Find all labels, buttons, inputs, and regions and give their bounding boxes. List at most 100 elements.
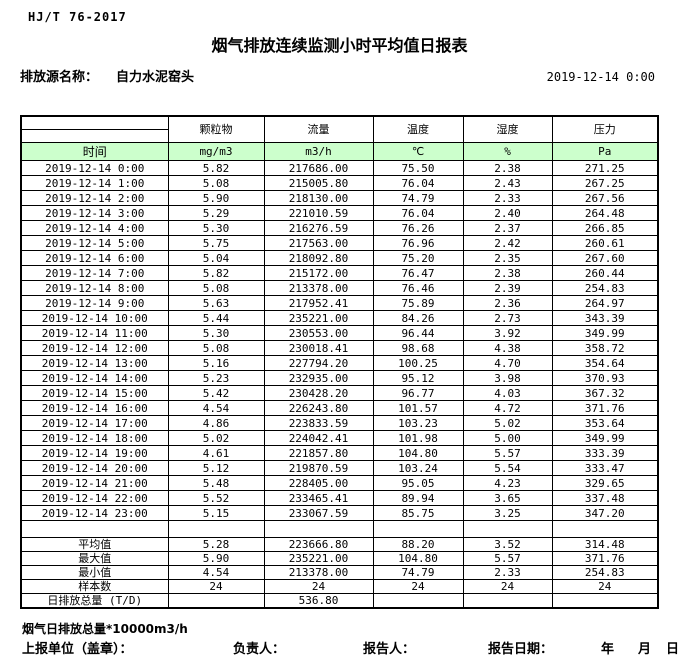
value-cell: 233465.41 xyxy=(263,490,374,506)
value-cell: 230553.00 xyxy=(263,325,374,341)
summary-row: 日排放总量 (T/D) 536.80 xyxy=(20,593,659,609)
table-row: 2019-12-14 6:00 5.04 218092.80 75.20 2.35 267… xyxy=(20,250,659,266)
day-label: 日 xyxy=(666,642,679,657)
column-header-flow: 流量 xyxy=(263,115,374,143)
row-label-cell: 2019-12-14 21:00 xyxy=(20,475,169,491)
standard-code: HJ/T 76-2017 xyxy=(28,10,127,24)
summary-row: 最大值 5.90 235221.00 104.80 5.57 371.76 xyxy=(20,551,659,566)
value-cell: 98.68 xyxy=(372,340,464,356)
value-cell: 2.42 xyxy=(462,235,553,251)
value-cell: 5.08 xyxy=(167,280,265,296)
value-cell xyxy=(551,520,659,538)
responsible-person-label: 负责人： xyxy=(233,642,286,657)
value-cell: 76.04 xyxy=(372,205,464,221)
value-cell: 221010.59 xyxy=(263,205,374,221)
value-cell: 3.65 xyxy=(462,490,553,506)
header-corner-top-cell xyxy=(20,115,169,130)
report-unit-label: 上报单位（盖章）： xyxy=(22,642,133,657)
unit-header-mg-m3: mg/m3 xyxy=(167,142,265,161)
table-row: 2019-12-14 20:00 5.12 219870.59 103.24 5.54 3… xyxy=(20,460,659,476)
value-cell: 217952.41 xyxy=(263,295,374,311)
value-cell: 5.48 xyxy=(167,475,265,491)
page-title: 烟气排放连续监测小时平均值日报表 xyxy=(211,36,468,55)
column-header-time: 时间 xyxy=(20,142,169,161)
value-cell: 95.05 xyxy=(372,475,464,491)
column-header-temperature: 温度 xyxy=(372,115,464,143)
table-row: 2019-12-14 23:00 5.15 233067.59 85.75 3.25 34… xyxy=(20,505,659,521)
value-cell: 4.03 xyxy=(462,385,553,401)
value-cell: 5.44 xyxy=(167,310,265,326)
value-cell: 74.79 xyxy=(372,190,464,206)
value-cell: 230018.41 xyxy=(263,340,374,356)
table-row: 2019-12-14 11:00 5.30 230553.00 96.44 3.92 34… xyxy=(20,325,659,341)
value-cell: 96.44 xyxy=(372,325,464,341)
value-cell: 2.38 xyxy=(462,160,553,176)
value-cell: 2.35 xyxy=(462,250,553,266)
table-row: 2019-12-14 9:00 5.63 217952.41 75.89 2.36 264… xyxy=(20,295,659,311)
table-row: 2019-12-14 22:00 5.52 233465.41 89.94 3.65 33… xyxy=(20,490,659,506)
value-cell: 5.29 xyxy=(167,205,265,221)
value-cell: 3.25 xyxy=(462,505,553,521)
header-corner-bottom-cell xyxy=(20,129,169,143)
value-cell: 221857.80 xyxy=(263,445,374,461)
value-cell: 353.64 xyxy=(551,415,659,431)
column-header-particulate: 颗粒物 xyxy=(167,115,265,143)
unit-header-celsius: ℃ xyxy=(372,142,464,161)
value-cell: 104.80 xyxy=(372,551,464,566)
value-cell: 101.98 xyxy=(372,430,464,446)
row-label-cell: 2019-12-14 3:00 xyxy=(20,205,169,221)
value-cell: 84.26 xyxy=(372,310,464,326)
value-cell: 370.93 xyxy=(551,370,659,386)
value-cell: 347.20 xyxy=(551,505,659,521)
value-cell: 100.25 xyxy=(372,355,464,371)
value-cell: 329.65 xyxy=(551,475,659,491)
value-cell: 4.70 xyxy=(462,355,553,371)
value-cell: 254.83 xyxy=(551,280,659,296)
value-cell xyxy=(462,520,553,538)
value-cell: 230428.20 xyxy=(263,385,374,401)
value-cell: 358.72 xyxy=(551,340,659,356)
value-cell: 75.20 xyxy=(372,250,464,266)
row-label-cell: 日排放总量 (T/D) xyxy=(20,593,169,609)
row-label-cell: 最小值 xyxy=(20,565,169,580)
month-label: 月 xyxy=(638,642,652,657)
row-label-cell: 2019-12-14 23:00 xyxy=(20,505,169,521)
value-cell: 5.12 xyxy=(167,460,265,476)
value-cell: 4.38 xyxy=(462,340,553,356)
row-label-cell: 2019-12-14 10:00 xyxy=(20,310,169,326)
table-row: 2019-12-14 16:00 4.54 226243.80 101.57 4.72 3… xyxy=(20,400,659,416)
row-label-cell: 2019-12-14 4:00 xyxy=(20,220,169,236)
value-cell xyxy=(263,520,374,538)
value-cell: 216276.59 xyxy=(263,220,374,236)
row-label-cell: 2019-12-14 12:00 xyxy=(20,340,169,356)
row-label-cell: 2019-12-14 1:00 xyxy=(20,175,169,191)
value-cell: 5.08 xyxy=(167,175,265,191)
value-cell: 215172.00 xyxy=(263,265,374,281)
value-cell: 5.28 xyxy=(167,537,265,552)
value-cell: 5.16 xyxy=(167,355,265,371)
value-cell: 96.77 xyxy=(372,385,464,401)
summary-row: 最小值 4.54 213378.00 74.79 2.33 254.83 xyxy=(20,565,659,580)
table-row: 2019-12-14 8:00 5.08 213378.00 76.46 2.39 254… xyxy=(20,280,659,296)
value-cell: 24 xyxy=(462,579,553,594)
value-cell: 2.37 xyxy=(462,220,553,236)
value-cell: 5.42 xyxy=(167,385,265,401)
row-label-cell: 2019-12-14 22:00 xyxy=(20,490,169,506)
value-cell: 5.02 xyxy=(167,430,265,446)
value-cell: 371.76 xyxy=(551,551,659,566)
row-label-cell: 样本数 xyxy=(20,579,169,594)
table-row: 2019-12-14 13:00 5.16 227794.20 100.25 4.70 3… xyxy=(20,355,659,371)
unit-header-percent: % xyxy=(462,142,553,161)
table-row: 2019-12-14 3:00 5.29 221010.59 76.04 2.40 264… xyxy=(20,205,659,221)
row-label-cell: 2019-12-14 7:00 xyxy=(20,265,169,281)
value-cell: 75.50 xyxy=(372,160,464,176)
value-cell: 235221.00 xyxy=(263,551,374,566)
value-cell: 367.32 xyxy=(551,385,659,401)
value-cell: 104.80 xyxy=(372,445,464,461)
value-cell: 5.08 xyxy=(167,340,265,356)
table-row: 2019-12-14 7:00 5.82 215172.00 76.47 2.38 260… xyxy=(20,265,659,281)
value-cell: 267.25 xyxy=(551,175,659,191)
emission-source-label: 排放源名称： xyxy=(20,69,99,84)
table-row: 2019-12-14 1:00 5.08 215005.80 76.04 2.43 267… xyxy=(20,175,659,191)
value-cell: 217563.00 xyxy=(263,235,374,251)
